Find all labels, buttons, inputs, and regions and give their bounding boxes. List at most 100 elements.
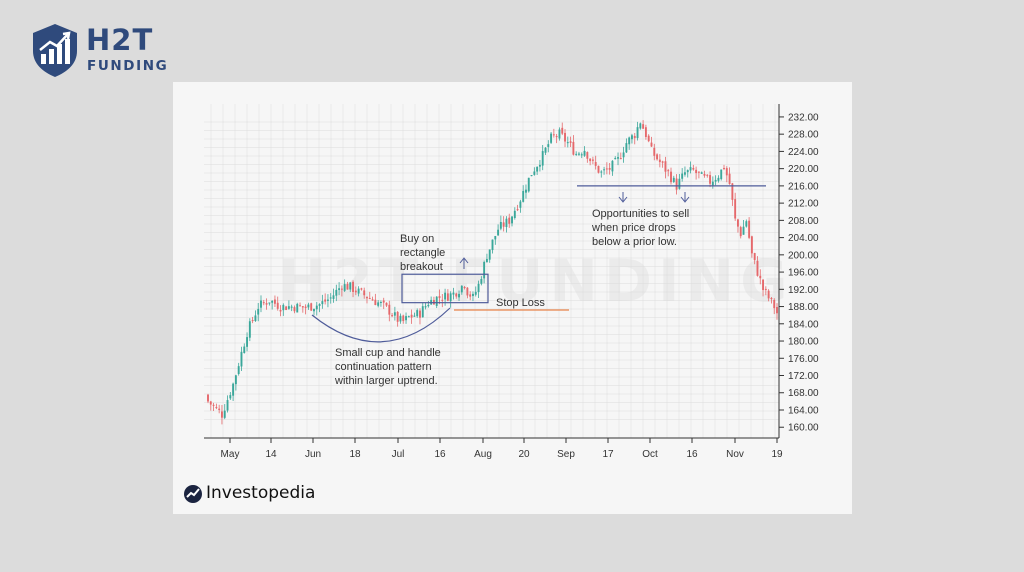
candle-up [335,289,338,296]
candle-down [759,275,762,279]
candle-down [572,141,575,155]
candle-up [544,147,547,153]
candle-up [711,181,714,186]
candle-down [304,306,307,308]
candle-down [502,222,505,227]
candle-up [343,284,346,291]
candle-up [460,285,463,293]
candle-down [391,315,394,317]
candle-down [756,260,759,276]
annotation-cup-handle: Small cup and handle continuation patter… [335,347,441,387]
candle-up [458,293,460,298]
candle-down [310,303,313,311]
brand-name: H2T [86,23,154,57]
candle-up [237,366,240,374]
candle-up [240,352,243,367]
candle-up [566,142,569,144]
candle-down [564,132,566,142]
y-tick-label: 164.00 [788,405,819,416]
candle-down [419,310,421,318]
breakout-up-arrow-icon [459,257,469,269]
candle-up [338,288,341,291]
y-tick-label: 176.00 [788,354,819,365]
candle-up [622,152,625,158]
y-tick-label: 228.00 [788,130,819,141]
candle-down [209,401,212,405]
candle-down [363,290,366,296]
candle-up [583,150,586,156]
candle-up [260,300,262,308]
candle-down [692,167,695,170]
y-tick-label: 192.00 [788,285,819,296]
candle-up [474,291,477,295]
candle-down [589,158,592,162]
y-tick-label: 208.00 [788,216,819,227]
candle-down [441,299,444,301]
candle-up [494,236,497,240]
candle-up [332,295,335,299]
candle-down [706,174,709,176]
candle-up [745,221,748,227]
candle-up [413,315,416,317]
y-tick-label: 232.00 [788,112,819,123]
candle-up [603,169,606,171]
candle-up [246,337,248,347]
candle-up [499,222,502,229]
y-tick-label: 204.00 [788,233,819,244]
candle-up [497,229,500,236]
candle-down [644,127,647,137]
candle-down [569,141,572,143]
candle-up [525,189,527,193]
candle-down [207,394,209,402]
candle-down [605,168,608,170]
candle-down [709,175,712,184]
candle-down [764,288,767,290]
candle-up [686,170,689,173]
candle-up [357,288,360,294]
candle-down [776,307,778,314]
candle-down [667,170,670,172]
candle-down [346,283,349,290]
candle-up [488,249,491,260]
candle-down [354,290,357,293]
y-tick-label: 196.00 [788,268,819,279]
candle-up [505,218,508,228]
candle-down [215,407,218,409]
annotation-sell-opportunities: Opportunities to sell when price drops b… [592,208,690,248]
candle-up [681,173,684,179]
x-tick-label: Sep [557,449,575,460]
candle-up [689,167,692,171]
candle-down [728,173,731,184]
candle-down [273,299,276,304]
x-tick-label: 19 [771,449,783,460]
y-tick-label: 220.00 [788,164,819,175]
candle-up [513,210,516,218]
candle-up [538,164,541,167]
candle-down [653,147,656,156]
candle-down [218,408,221,410]
candle-down [340,288,343,290]
annotation-buy-breakout: Buy on rectangle breakout [400,233,446,273]
candle-up [234,375,237,385]
candle-up [558,129,561,139]
candle-up [315,305,318,310]
candle-down [656,154,659,160]
y-tick-label: 180.00 [788,337,819,348]
candle-up [287,306,290,309]
candle-up [268,302,271,304]
candle-down [608,168,611,170]
candle-down [279,310,282,312]
candle-down [220,411,223,418]
candle-down [762,279,765,291]
candle-down [753,253,756,261]
candle-up [407,316,410,318]
candle-up [578,153,580,155]
candle-down [661,161,664,163]
candle-down [664,161,667,172]
candle-down [285,306,288,310]
candle-down [293,307,296,312]
candle-up [511,216,513,224]
candle-up [714,179,717,182]
candle-up [536,166,539,172]
candle-up [485,258,488,263]
